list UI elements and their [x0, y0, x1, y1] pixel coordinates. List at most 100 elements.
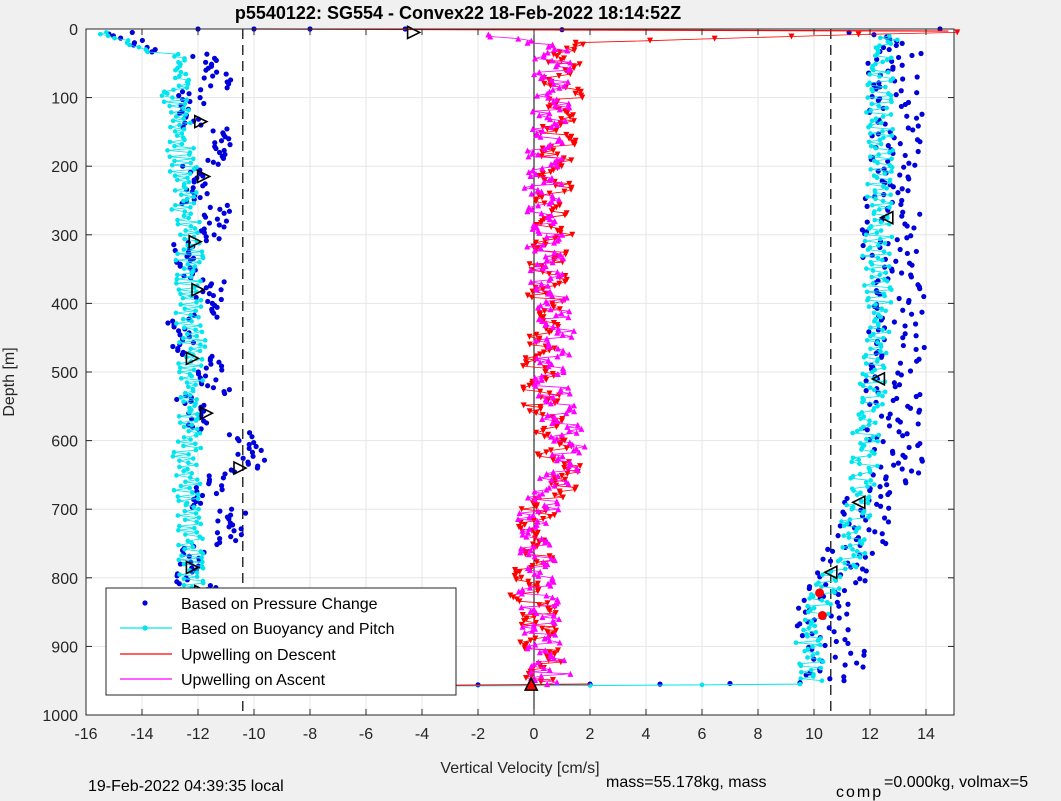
pressure-ascent-point [911, 225, 917, 231]
pressure-ascent-point [877, 484, 883, 490]
pressure-ascent-point [861, 652, 867, 658]
data-marks [97, 25, 961, 692]
pressure-descent-point [129, 29, 135, 36]
pressure-ascent-point [884, 482, 890, 488]
pressure-descent-point [226, 208, 233, 214]
pressure-descent-point [226, 432, 233, 438]
y-tick-label: 600 [51, 434, 78, 451]
footer-mass-comp: =0.000kg, volmax=5 [884, 774, 1028, 791]
pressure-ascent-point [897, 360, 904, 366]
y-tick-label: 900 [51, 639, 78, 656]
pressure-ascent-point [835, 533, 841, 539]
pressure-ascent-point [894, 395, 900, 402]
pressure-ascent-point [916, 407, 923, 413]
pressure-ascent-point [857, 576, 863, 582]
footer-mass-comp-subscript: comp [836, 784, 883, 801]
pressure-descent-point [203, 365, 209, 371]
pressure-descent-point [213, 490, 220, 497]
pressure-descent-point [205, 298, 211, 305]
pressure-descent-point [199, 492, 206, 499]
buoyancy-ascent [793, 33, 900, 683]
pressure-ascent-point [898, 103, 905, 110]
y-tick-label: 0 [69, 22, 78, 39]
pressure-descent-point [203, 420, 210, 426]
pressure-ascent-point [806, 584, 813, 590]
pressure-ascent-point [878, 493, 884, 500]
upwelling-ascent-line [488, 34, 585, 685]
y-tick-label: 500 [51, 365, 78, 382]
pressure-descent-point [218, 287, 224, 293]
pressure-ascent-point [889, 58, 895, 64]
pressure-descent-point [242, 510, 249, 516]
pressure-ascent-point [919, 309, 925, 315]
legend-label-ascent: Upwelling on Ascent [181, 672, 326, 689]
pressure-ascent-point [796, 605, 802, 611]
pressure-ascent-point [904, 431, 910, 437]
pressure-ascent-point [915, 282, 921, 288]
pressure-ascent-point [886, 423, 893, 429]
pressure-ascent-point [905, 403, 911, 409]
pressure-ascent-point [892, 384, 898, 390]
axis-ticks: -16 -14 -12 -10 -8 -6 -4 -2 0 2 4 6 8 10 12 14 0 100 200 30… [42, 22, 954, 743]
pressure-ascent-point [916, 356, 922, 362]
legend-box [105, 587, 457, 696]
pressure-ascent-point [880, 538, 886, 545]
x-tick-label: 6 [698, 726, 707, 743]
pressure-descent-point [258, 447, 264, 453]
pressure-ascent-point [895, 370, 901, 376]
x-tick-label: 12 [861, 726, 879, 743]
pressure-descent-point [246, 445, 252, 452]
footer-mass: mass=55.178kg, mass [606, 774, 767, 791]
pressure-ascent-point [842, 662, 848, 668]
pressure-ascent-point [823, 582, 829, 588]
x-tick-label: -14 [130, 726, 153, 743]
pressure-ascent-point [836, 615, 842, 621]
pressure-ascent-point [882, 121, 888, 127]
pressure-descent-point [218, 296, 224, 303]
pressure-ascent-point [827, 558, 834, 564]
direction-triangle [196, 169, 212, 184]
pressure-ascent-point [896, 295, 902, 302]
pressure-ascent-point [862, 554, 868, 560]
pressure-ascent-point [834, 599, 840, 605]
pressure-descent-point [200, 183, 206, 189]
pressure-ascent-point [906, 260, 913, 266]
pressure-ascent-point [887, 489, 893, 496]
pressure-ascent-point [917, 211, 923, 217]
pressure-ascent-point [900, 342, 906, 349]
pressure-ascent-point [841, 587, 848, 594]
x-axis-label: Vertical Velocity [cm/s] [440, 760, 599, 777]
pressure-ascent-point [885, 158, 891, 164]
pressure-ascent-point [887, 411, 893, 417]
pressure-ascent-point [899, 197, 905, 204]
pressure-descent-point [215, 161, 221, 167]
pressure-ascent-point [886, 505, 892, 511]
pressure-ascent-point [825, 546, 831, 552]
pressure-ascent-point [897, 246, 903, 253]
direction-triangle [870, 371, 886, 387]
pressure-descent-point [206, 291, 212, 297]
pressure-ascent-point [875, 168, 881, 174]
legend-symbol-pressure [142, 600, 148, 606]
pressure-ascent-point [885, 143, 891, 149]
pressure-ascent-point [913, 248, 919, 255]
direction-triangle [823, 565, 838, 580]
pressure-descent-point [251, 439, 257, 446]
pressure-descent-point [170, 343, 176, 350]
pressure-descent-point [207, 357, 213, 363]
pressure-ascent-point [894, 237, 900, 243]
y-tick-label: 300 [51, 228, 78, 245]
pressure-descent-point [139, 37, 145, 44]
direction-markers [185, 25, 894, 692]
pressure-descent-point [228, 506, 235, 512]
pressure-descent-point [195, 371, 202, 377]
pressure-ascent-point [904, 250, 910, 257]
pressure-ascent-point [899, 466, 905, 472]
pressure-descent-point [179, 351, 186, 357]
x-tick-label: -2 [471, 726, 485, 743]
pressure-ascent-point [915, 421, 921, 427]
pressure-ascent-point [921, 293, 927, 300]
legend-label-descent: Upwelling on Descent [181, 647, 336, 664]
legend: Based on Pressure Change Based on Buoyan… [105, 587, 457, 696]
x-tick-label: 0 [530, 726, 539, 743]
